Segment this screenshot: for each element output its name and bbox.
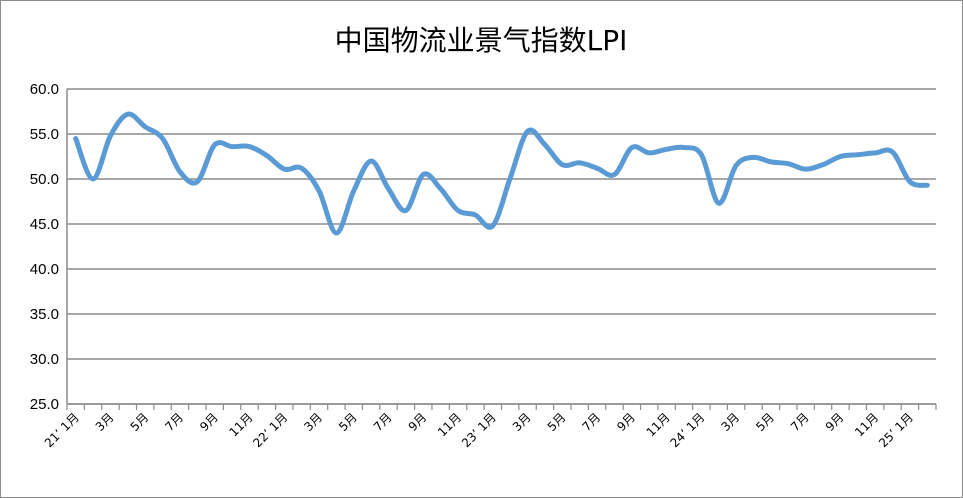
x-tick-label: 25’ 1月 bbox=[876, 410, 916, 450]
y-tick-label: 30.0 bbox=[30, 351, 59, 368]
x-tick-label: 7月 bbox=[162, 410, 186, 434]
x-tick-label: 9月 bbox=[406, 410, 430, 434]
x-tick-label: 5月 bbox=[336, 410, 360, 434]
x-tick-label: 11月 bbox=[226, 410, 255, 439]
series-layer bbox=[73, 111, 930, 236]
x-tick-label: 9月 bbox=[823, 410, 847, 434]
series-line bbox=[73, 111, 930, 236]
y-tick-label: 60.0 bbox=[30, 81, 59, 98]
y-tick-label: 45.0 bbox=[30, 216, 59, 233]
x-tick-label: 5月 bbox=[545, 410, 569, 434]
x-tick-label: 3月 bbox=[93, 410, 117, 434]
x-tick-label: 9月 bbox=[614, 410, 638, 434]
x-tick-label: 3月 bbox=[510, 410, 534, 434]
y-tick-label: 35.0 bbox=[30, 306, 59, 323]
x-tick-label: 9月 bbox=[197, 410, 221, 434]
axes bbox=[66, 89, 937, 410]
x-tick-label: 11月 bbox=[644, 410, 673, 439]
gridlines bbox=[67, 88, 936, 405]
x-tick-label: 21’ 1月 bbox=[42, 410, 82, 450]
x-tick-label: 5月 bbox=[753, 410, 777, 434]
x-tick-label: 11月 bbox=[435, 410, 464, 439]
x-tick-label: 11月 bbox=[852, 410, 881, 439]
x-tick-label: 3月 bbox=[718, 410, 742, 434]
y-tick-label: 40.0 bbox=[30, 261, 59, 278]
x-tick-label: 7月 bbox=[371, 410, 395, 434]
y-tick-label: 55.0 bbox=[30, 126, 59, 143]
chart-title: 中国物流业景气指数LPI bbox=[335, 24, 628, 57]
y-tick-label: 50.0 bbox=[30, 171, 59, 188]
x-tick-label: 7月 bbox=[788, 410, 812, 434]
x-tick-label: 3月 bbox=[301, 410, 325, 434]
x-tick-label: 24’ 1月 bbox=[668, 410, 708, 450]
x-tick-label: 23’ 1月 bbox=[459, 410, 499, 450]
x-tick-label: 22’ 1月 bbox=[250, 410, 290, 450]
y-axis-labels: 25.0 30.0 35.0 40.0 45.0 50.0 55.0 60.0 bbox=[30, 81, 59, 413]
x-tick-label: 5月 bbox=[128, 410, 152, 434]
y-tick-label: 25.0 bbox=[30, 396, 59, 413]
x-tick-label: 7月 bbox=[579, 410, 603, 434]
